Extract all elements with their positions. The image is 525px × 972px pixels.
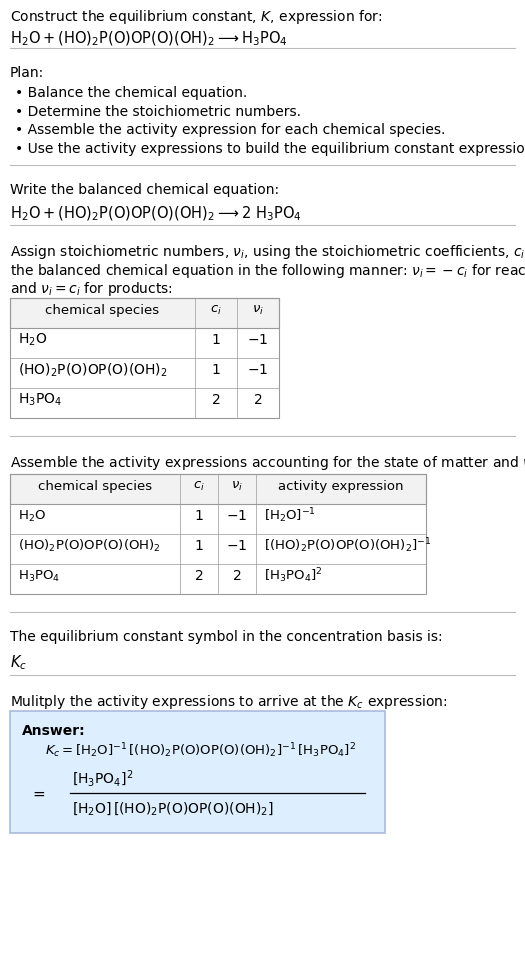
Text: $\mathrm{(HO)_2P(O)OP(O)(OH)_2}$: $\mathrm{(HO)_2P(O)OP(O)(OH)_2}$ [18, 362, 167, 379]
Text: Write the balanced chemical equation:: Write the balanced chemical equation: [10, 183, 279, 197]
Text: • Determine the stoichiometric numbers.: • Determine the stoichiometric numbers. [15, 105, 301, 119]
Text: $c_i$: $c_i$ [210, 303, 222, 317]
Text: $K_c$: $K_c$ [10, 653, 27, 672]
Text: 1: 1 [195, 509, 204, 523]
Text: and $\nu_i = c_i$ for products:: and $\nu_i = c_i$ for products: [10, 280, 173, 298]
Bar [10, 298, 279, 418]
Text: $-1$: $-1$ [226, 539, 248, 553]
Text: $[\mathrm{H_2O}]\, [(\mathrm{HO})_2\mathrm{P(O)OP(O)(OH)_2}]$: $[\mathrm{H_2O}]\, [(\mathrm{HO})_2\math… [72, 801, 274, 817]
Text: 2: 2 [195, 569, 203, 583]
Text: $\nu_i$: $\nu_i$ [252, 303, 264, 317]
Text: Mulitply the activity expressions to arrive at the $K_c$ expression:: Mulitply the activity expressions to arr… [10, 693, 447, 711]
Text: $=$: $=$ [30, 785, 46, 801]
Text: The equilibrium constant symbol in the concentration basis is:: The equilibrium constant symbol in the c… [10, 630, 443, 644]
Text: Construct the equilibrium constant, $K$, expression for:: Construct the equilibrium constant, $K$,… [10, 8, 383, 26]
Text: $\mathrm{H_2O}$: $\mathrm{H_2O}$ [18, 508, 46, 524]
Text: $-1$: $-1$ [226, 509, 248, 523]
Text: the balanced chemical equation in the following manner: $\nu_i = -c_i$ for react: the balanced chemical equation in the fo… [10, 261, 525, 280]
Text: activity expression: activity expression [278, 479, 404, 493]
Text: chemical species: chemical species [46, 303, 160, 317]
Text: $[(\mathrm{HO})_2\mathrm{P(O)OP(O)(OH)_2}]^{-1}$: $[(\mathrm{HO})_2\mathrm{P(O)OP(O)(OH)_2… [264, 537, 432, 555]
Text: 2: 2 [212, 393, 220, 407]
Text: $\mathrm{H_3PO_4}$: $\mathrm{H_3PO_4}$ [18, 392, 62, 408]
Text: Answer:: Answer: [22, 724, 86, 738]
Text: $-1$: $-1$ [247, 333, 269, 347]
Bar [10, 711, 385, 833]
Text: $\mathrm{(HO)_2P(O)OP(O)(OH)_2}$: $\mathrm{(HO)_2P(O)OP(O)(OH)_2}$ [18, 538, 161, 554]
Text: $K_c = [\mathrm{H_2O}]^{-1}\, [(\mathrm{HO})_2\mathrm{P(O)OP(O)(OH)_2}]^{-1}\, [: $K_c = [\mathrm{H_2O}]^{-1}\, [(\mathrm{… [45, 742, 356, 760]
Text: 1: 1 [212, 363, 220, 377]
Text: $c_i$: $c_i$ [193, 479, 205, 493]
Text: $\mathrm{H_3PO_4}$: $\mathrm{H_3PO_4}$ [18, 569, 60, 583]
Text: $[\mathrm{H_2O}]^{-1}$: $[\mathrm{H_2O}]^{-1}$ [264, 506, 316, 525]
Bar [10, 474, 426, 594]
Text: $\nu_i$: $\nu_i$ [231, 479, 243, 493]
Text: chemical species: chemical species [38, 479, 152, 493]
Text: $-1$: $-1$ [247, 363, 269, 377]
Text: $\mathrm{H_2O}$: $\mathrm{H_2O}$ [18, 331, 47, 348]
Text: Plan:: Plan: [10, 66, 44, 80]
Bar [10, 298, 279, 328]
Text: Assemble the activity expressions accounting for the state of matter and $\nu_i$: Assemble the activity expressions accoun… [10, 454, 525, 472]
Text: • Assemble the activity expression for each chemical species.: • Assemble the activity expression for e… [15, 123, 445, 137]
Text: 1: 1 [195, 539, 204, 553]
Text: $[\mathrm{H_3PO_4}]^2$: $[\mathrm{H_3PO_4}]^2$ [264, 567, 322, 585]
Text: $\mathrm{H_2O + (HO)_2P(O)OP(O)(OH)_2 \longrightarrow H_3PO_4}$: $\mathrm{H_2O + (HO)_2P(O)OP(O)(OH)_2 \l… [10, 30, 288, 49]
Text: $[\mathrm{H_3PO_4}]^2$: $[\mathrm{H_3PO_4}]^2$ [72, 769, 133, 789]
Text: 2: 2 [233, 569, 242, 583]
Text: 2: 2 [254, 393, 262, 407]
Bar [10, 474, 426, 504]
Text: 1: 1 [212, 333, 220, 347]
Text: • Balance the chemical equation.: • Balance the chemical equation. [15, 86, 247, 100]
Text: • Use the activity expressions to build the equilibrium constant expression.: • Use the activity expressions to build … [15, 142, 525, 156]
Text: Assign stoichiometric numbers, $\nu_i$, using the stoichiometric coefficients, $: Assign stoichiometric numbers, $\nu_i$, … [10, 243, 525, 261]
Text: $\mathrm{H_2O + (HO)_2P(O)OP(O)(OH)_2 \longrightarrow 2\ H_3PO_4}$: $\mathrm{H_2O + (HO)_2P(O)OP(O)(OH)_2 \l… [10, 205, 302, 224]
